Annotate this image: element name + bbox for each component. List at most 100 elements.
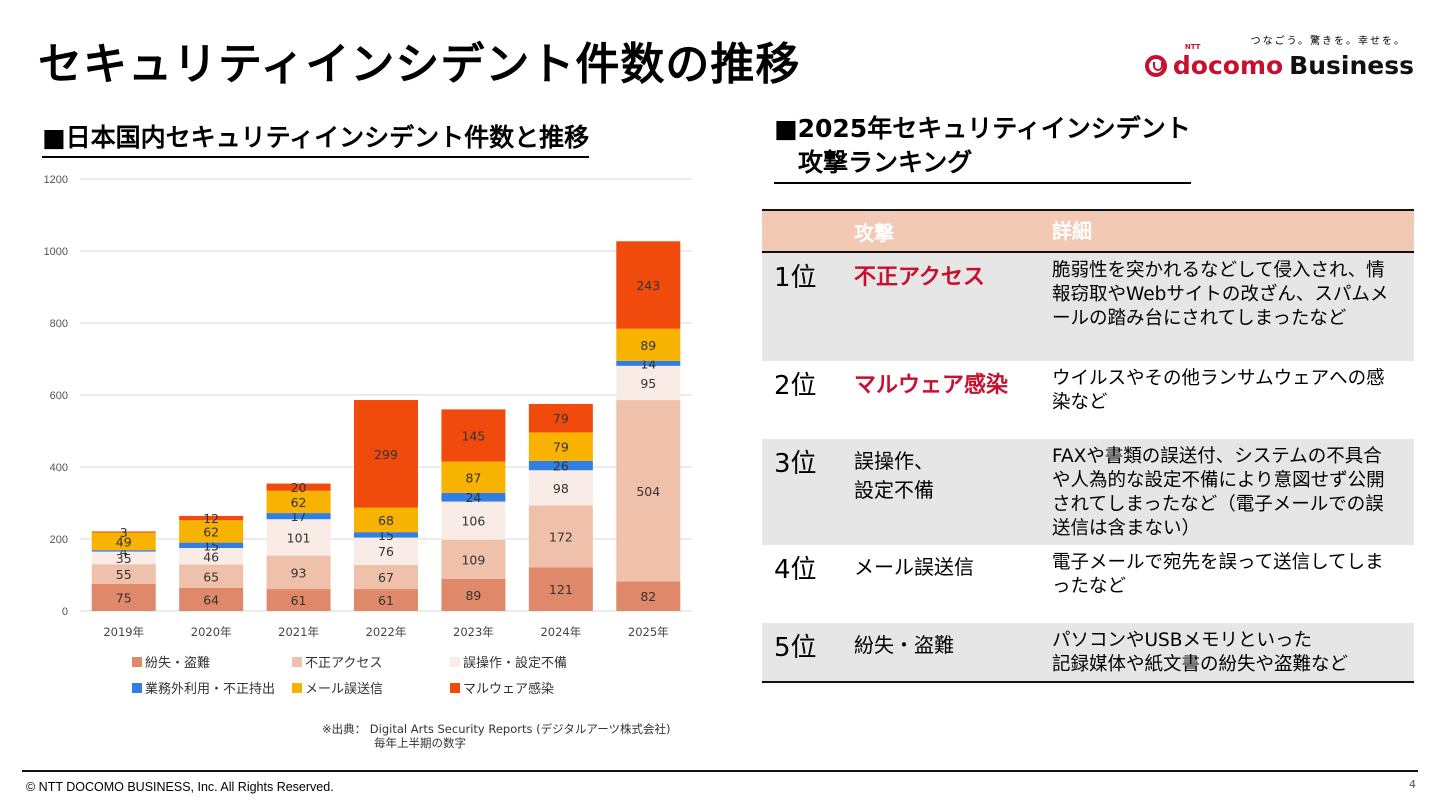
x-tick-label: 2024年 (540, 625, 581, 639)
legend-swatch (292, 656, 302, 667)
data-label: 67 (378, 570, 394, 585)
source-line2: 毎年上半期の数字 (374, 736, 466, 750)
data-label: 121 (549, 582, 573, 597)
y-tick-label: 1200 (44, 174, 68, 186)
data-label: 93 (291, 565, 307, 580)
table-row: 4位 メール誤送信 電子メールで宛先を誤って送信してしまったなど (762, 545, 1414, 623)
data-label: 61 (291, 593, 307, 608)
logo-docomo: docomo (1172, 51, 1284, 80)
attack-cell: 不正アクセス (854, 265, 985, 290)
page-title: セキュリティインシデント件数の推移 (38, 39, 801, 90)
bar-segment (179, 520, 244, 543)
bar-segment (441, 578, 506, 611)
bar-segment (616, 241, 681, 329)
data-label: 68 (378, 513, 394, 528)
ranking-title-line1: ■2025年セキュリティインシデント (774, 114, 1191, 143)
data-label: 26 (553, 459, 569, 474)
data-label: 145 (461, 429, 485, 444)
bar-segment (616, 581, 681, 611)
bar-segment (354, 532, 418, 538)
data-label: 106 (461, 514, 485, 529)
source-line1: ※出典： Digital Arts Security Reports (デジタル… (322, 722, 671, 736)
data-label: 35 (116, 551, 132, 566)
bar-segment (266, 589, 331, 611)
table-row: 3位 誤操作、 設定不備 FAXや書類の誤送付、システムの不具合や人為的な設定不備に… (762, 439, 1414, 545)
y-tick-label: 600 (50, 390, 68, 402)
legend-item: 紛失・盗難 (132, 652, 210, 671)
table-header: 攻撃 詳細 (762, 211, 1414, 253)
copyright: © NTT DOCOMO BUSINESS, Inc. All Rights R… (26, 780, 334, 794)
x-tick-label: 2022年 (366, 625, 407, 639)
x-tick-label: 2020年 (191, 625, 232, 639)
data-label: 62 (203, 524, 219, 539)
data-label: 65 (203, 569, 219, 584)
ranking-table: 攻撃 詳細 1位 不正アクセス 脆弱性を突かれるなどして侵入され、情報窃取やWebサ… (762, 209, 1414, 683)
data-label: 504 (636, 484, 660, 499)
bar-segment (91, 564, 156, 584)
data-label: 299 (374, 447, 398, 462)
y-tick-label: 1000 (44, 246, 68, 258)
legend-swatch (450, 682, 460, 693)
bar-segment (179, 587, 244, 611)
bar-segment (266, 513, 331, 520)
legend-item: 誤操作・設定不備 (450, 652, 567, 671)
data-label: 61 (378, 593, 394, 608)
detail-cell: ウイルスやその他ランサムウェアへの感染など (1052, 368, 1385, 413)
data-label: 82 (640, 589, 656, 604)
docomo-logo-icon (1144, 54, 1167, 77)
legend-swatch (132, 682, 142, 693)
data-label: 64 (203, 592, 219, 607)
y-tick-label: 400 (50, 462, 68, 474)
chart-section-title: ■日本国内セキュリティインシデント件数と推移 (42, 118, 590, 158)
data-label: 12 (203, 511, 219, 526)
bar-segment (528, 505, 593, 568)
logo-business: Business (1289, 51, 1414, 80)
legend-item: メール誤送信 (292, 678, 383, 697)
logo-tagline: つなごう。驚きを。幸せを。 (1250, 36, 1406, 47)
bar-segment (616, 365, 681, 401)
data-label: 49 (116, 534, 132, 549)
bar-segment (528, 567, 593, 611)
logo-ntt: NTT (1184, 43, 1201, 51)
data-label: 87 (465, 470, 481, 485)
bar-segment (441, 409, 506, 462)
bar-segment (91, 551, 156, 565)
data-label: 79 (553, 440, 569, 455)
docomo-business-logo: つなごう。驚きを。幸せを。 NTT docomo Business (1144, 32, 1414, 80)
legend-swatch (450, 656, 460, 667)
bar-segment (266, 490, 331, 514)
data-label: 172 (549, 529, 573, 544)
legend-label: 紛失・盗難 (145, 656, 211, 671)
rank-cell: 5位 (774, 633, 817, 663)
data-label: 89 (465, 588, 481, 603)
legend-swatch (132, 656, 142, 667)
footer-divider (22, 770, 1418, 772)
bar-segment (179, 548, 244, 565)
x-tick-label: 2021年 (278, 625, 319, 639)
bar-segment (266, 519, 331, 556)
detail-cell: 脆弱性を突かれるなどして侵入され、情報窃取やWebサイトの改ざん、スパムメールの… (1052, 260, 1389, 329)
bar-segment (354, 537, 418, 565)
bar-segment (354, 400, 418, 508)
attack-cell: メール誤送信 (854, 555, 974, 579)
data-label: 98 (553, 481, 569, 496)
data-label: 4 (120, 544, 128, 559)
bar-segment (441, 461, 506, 493)
rank-cell: 4位 (774, 555, 817, 585)
legend-label: マルウェア感染 (463, 682, 555, 697)
detail-cell: パソコンやUSBメモリといった 記録媒体や紙文書の紛失や盗難など (1052, 630, 1349, 675)
y-tick-label: 200 (50, 534, 68, 546)
detail-cell: FAXや書類の誤送付、システムの不具合や人為的な設定不備により意図せず公開されて… (1052, 446, 1385, 539)
rank-cell: 2位 (774, 371, 817, 401)
bar-segment (179, 515, 244, 521)
bar-segment (528, 432, 593, 461)
legend-label: メール誤送信 (305, 682, 384, 697)
bar-segment (91, 550, 156, 552)
header-attack: 攻撃 (854, 220, 894, 245)
bar-segment (91, 584, 156, 611)
data-label: 55 (116, 567, 132, 582)
bar-segment (528, 460, 593, 471)
data-label: 75 (116, 591, 132, 606)
legend-item: マルウェア感染 (450, 678, 554, 697)
rank-cell: 1位 (774, 263, 817, 293)
